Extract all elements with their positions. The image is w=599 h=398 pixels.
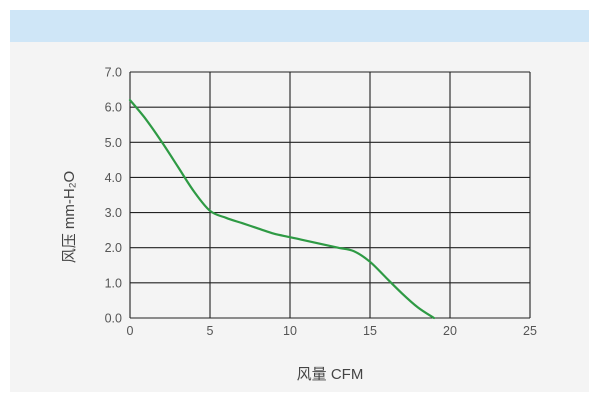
curve-layer — [128, 99, 436, 320]
y-tick-label: 7.0 — [105, 66, 122, 80]
chart-panel — [10, 42, 589, 392]
header-band — [10, 10, 589, 42]
grid-layer — [129, 71, 531, 319]
y-tick-label: 2.0 — [105, 241, 122, 255]
pressure-flow-curve — [128, 99, 436, 320]
y-tick-label: 5.0 — [105, 136, 122, 150]
x-axis-title: 风量 CFM — [297, 366, 364, 383]
y-tick-label: 4.0 — [105, 171, 122, 185]
y-axis-title: 风压 mm-H₂O — [61, 171, 78, 263]
y-tick-label: 6.0 — [105, 101, 122, 115]
x-tick-label: 15 — [363, 324, 377, 338]
y-tick-label: 3.0 — [105, 206, 122, 220]
x-tick-label: 10 — [283, 324, 297, 338]
y-tick-label: 0.0 — [105, 312, 122, 326]
y-tick-label: 1.0 — [105, 276, 122, 290]
tick-layer: 0.0 1.0 2.0 3.0 4.0 5.0 6.0 7.0 0 5 10 15 20 25 — [105, 66, 537, 339]
x-tick-label: 0 — [127, 324, 134, 338]
x-tick-label: 25 — [523, 324, 537, 338]
x-tick-label: 20 — [443, 324, 457, 338]
x-tick-label: 5 — [207, 324, 214, 338]
